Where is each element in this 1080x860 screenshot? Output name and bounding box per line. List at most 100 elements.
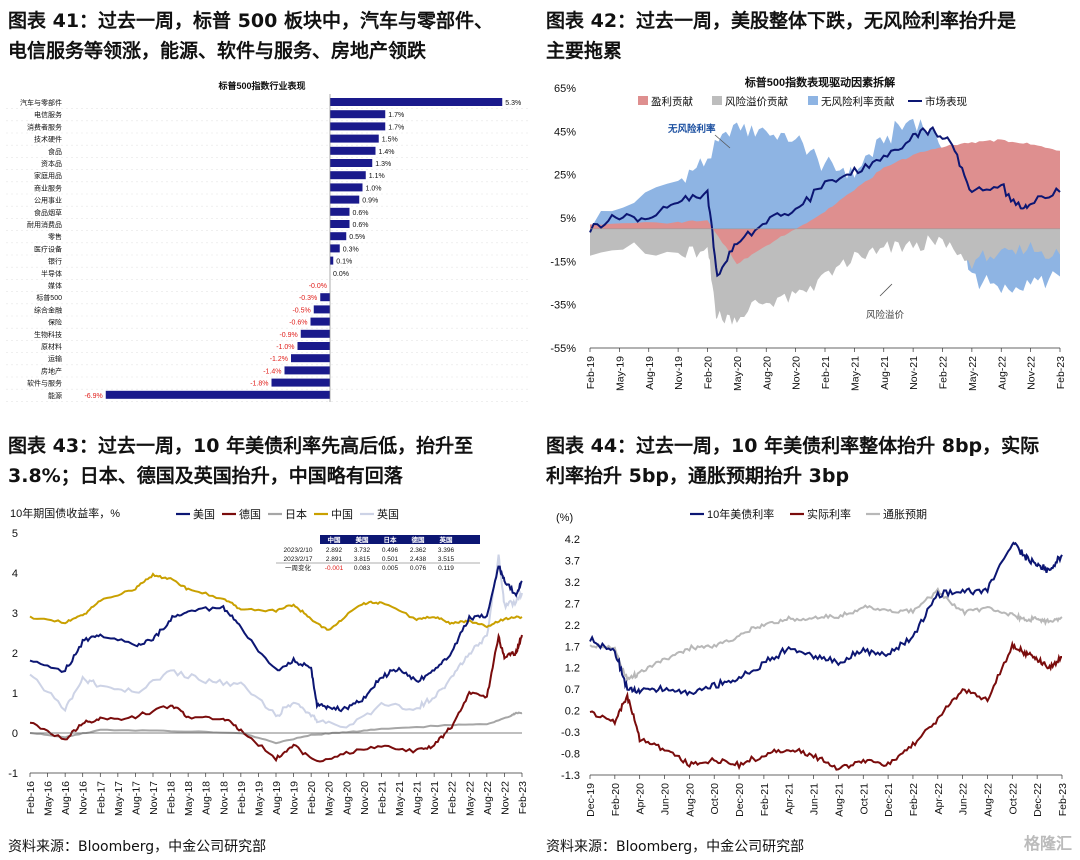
chart-42-xtick-label: Nov-21	[908, 356, 920, 390]
chart-44-ylabel: (%)	[556, 512, 573, 524]
chart-43-xtick-label: Feb-22	[447, 781, 459, 814]
chart-43-xtick-label: May-20	[324, 781, 336, 816]
chart-41-category-label: 媒体	[48, 281, 62, 290]
chart-42-xtick-label: May-22	[967, 356, 979, 391]
chart-42-xtick-label: Feb-19	[585, 356, 597, 389]
chart-41-value-label: -6.9%	[84, 393, 102, 400]
chart-43-table-cell: 3.515	[438, 556, 455, 563]
chart-43-table-cell: 0.005	[382, 565, 399, 572]
chart-41-category-label: 零售	[48, 232, 62, 241]
chart-41-category-label: 食品	[48, 147, 62, 156]
chart-43-table-cell: 0.076	[410, 565, 427, 572]
chart-43-ytick-label: 0	[12, 728, 18, 740]
chart-41-value-label: 5.3%	[505, 100, 521, 107]
chart-43-legend-label: 日本	[285, 507, 307, 521]
source-note-left: 资料来源：Bloomberg，中金公司研究部	[8, 839, 267, 855]
chart-44-xtick-label: Jun-22	[958, 783, 970, 815]
chart-42-legend-label: 风险溢价贡献	[725, 95, 788, 108]
chart-41-value-label: -0.3%	[299, 295, 317, 302]
chart-43-ytick-label: 2	[12, 648, 18, 660]
chart-43-table-cell: 3.396	[438, 547, 455, 554]
chart-44-ytick-label: -1.3	[561, 770, 580, 782]
source-note-right: 资料来源：Bloomberg，中金公司研究部	[546, 839, 805, 855]
chart-41-category-label: 消费者服务	[27, 122, 62, 131]
chart-44-xtick-label: Oct-21	[858, 783, 870, 815]
chart-41-category-label: 运输	[48, 354, 62, 363]
chart-43-legend-label: 美国	[193, 508, 215, 521]
chart-41-bar	[330, 195, 360, 204]
chart-43-ytick-label: 1	[12, 688, 18, 700]
chart-44-ytick-label: 2.7	[565, 598, 580, 610]
chart-41-category-label: 食品烟草	[34, 208, 62, 217]
chart-43-xtick-label: Nov-16	[78, 781, 90, 815]
chart-42-legend-label: 市场表现	[925, 95, 967, 108]
chart-41-bar	[313, 305, 330, 314]
chart-42-annotation-arrow	[714, 134, 731, 149]
chart-41-value-label: 0.9%	[362, 198, 378, 205]
panel-41: 图表 41：过去一周，标普 500 板块中，汽车与零部件、 电信服务等领涨，能源…	[0, 0, 540, 405]
chart-41-title: 标普500指数行业表现	[217, 80, 305, 91]
chart-43-xtick-label: Feb-21	[376, 781, 388, 814]
chart-41-value-label: 1.5%	[382, 137, 398, 144]
chart-43-table-cell: 3.815	[354, 556, 371, 563]
chart-43-xtick-label: May-19	[253, 781, 265, 816]
chart-41-bar	[297, 342, 330, 350]
chart-43-ytick-label: -1	[8, 768, 18, 780]
chart-41-bar	[271, 378, 330, 387]
chart-43-table-header-bg	[320, 535, 480, 544]
chart-41-bar	[300, 329, 330, 338]
chart-42-xtick-label: Nov-19	[673, 356, 685, 390]
chart-41-bar	[330, 207, 350, 216]
chart-43-line-4	[29, 565, 523, 713]
chart-42-xtick-label: May-20	[732, 356, 744, 391]
chart-41-bar	[330, 98, 503, 106]
chart-41-category-label: 银行	[48, 257, 62, 266]
chart-43-xtick-label: Aug-22	[482, 781, 494, 815]
chart-43-ytick-label: 4	[12, 568, 18, 580]
chart-42-xtick-label: Feb-22	[938, 356, 950, 389]
chart-44-legend-label: 通胀预期	[883, 508, 927, 521]
chart-43-table-cell: 2023/2/17	[284, 556, 313, 563]
chart-42-xtick-label: Aug-21	[879, 356, 891, 390]
chart-42-ytick-label: -55%	[550, 343, 576, 355]
chart-43-xtick-label: Feb-23	[517, 781, 529, 814]
chart-43-xtick-label: May-16	[43, 781, 55, 816]
chart-43-ytick-label: 5	[12, 528, 18, 540]
chart-41-value-label: -1.4%	[263, 368, 281, 375]
chart-43-table-cell: 2.891	[326, 556, 343, 563]
chart-41-value-label: 0.0%	[333, 271, 349, 278]
chart-44-ytick-label: 1.7	[565, 641, 580, 653]
chart-42-xtick-label: May-19	[614, 356, 626, 391]
chart-41-bar	[330, 256, 334, 265]
chart-42-ytick-label: -35%	[550, 300, 576, 312]
chart-41-bar	[330, 110, 386, 119]
chart-44-ytick-label: -0.8	[561, 749, 580, 761]
chart-43-table-cell: 0.083	[354, 565, 371, 572]
chart-42-xtick-label: Feb-20	[703, 356, 715, 389]
chart-43-line-0	[29, 554, 523, 729]
chart-43-legend-label: 英国	[377, 507, 399, 521]
chart-44-line-1	[589, 640, 1062, 771]
chart-43-xtick-label: Feb-20	[306, 781, 318, 814]
chart-41-category-label: 能源	[48, 391, 62, 400]
panel-42-title-line2: 主要拖累	[546, 40, 623, 62]
chart-41-bar	[330, 244, 340, 253]
panel-43-title-line2: 3.8%；日本、德国及英国抬升，中国略有回落	[8, 465, 403, 487]
chart-41-category-label: 标普500	[36, 293, 62, 302]
chart-41-value-label: 1.7%	[388, 112, 404, 119]
chart-44-ytick-label: 2.2	[565, 620, 580, 632]
chart-43-line-3	[29, 632, 523, 763]
chart-42-ytick-label: 45%	[554, 126, 576, 138]
chart-43-table-cell: 0.119	[438, 565, 454, 572]
panel-44-title-line1: 图表 44：过去一周，10 年美债利率整体抬升 8bp，实际	[546, 435, 1040, 457]
chart-42-premium-area	[590, 228, 1060, 325]
chart-41-value-label: -1.2%	[270, 356, 288, 363]
chart-43-table-header: 英国	[439, 535, 454, 544]
chart-41-value-label: -1.8%	[250, 381, 268, 388]
chart-41-value-label: 0.6%	[353, 222, 369, 229]
chart-41-category-label: 公用事业	[34, 196, 62, 205]
panel-44-title: 图表 44：过去一周，10 年美债利率整体抬升 8bp，实际 利率抬升 5bp，…	[546, 431, 1039, 491]
chart-44-legend-label: 实际利率	[807, 507, 851, 521]
chart-41-value-label: 1.3%	[375, 161, 391, 168]
